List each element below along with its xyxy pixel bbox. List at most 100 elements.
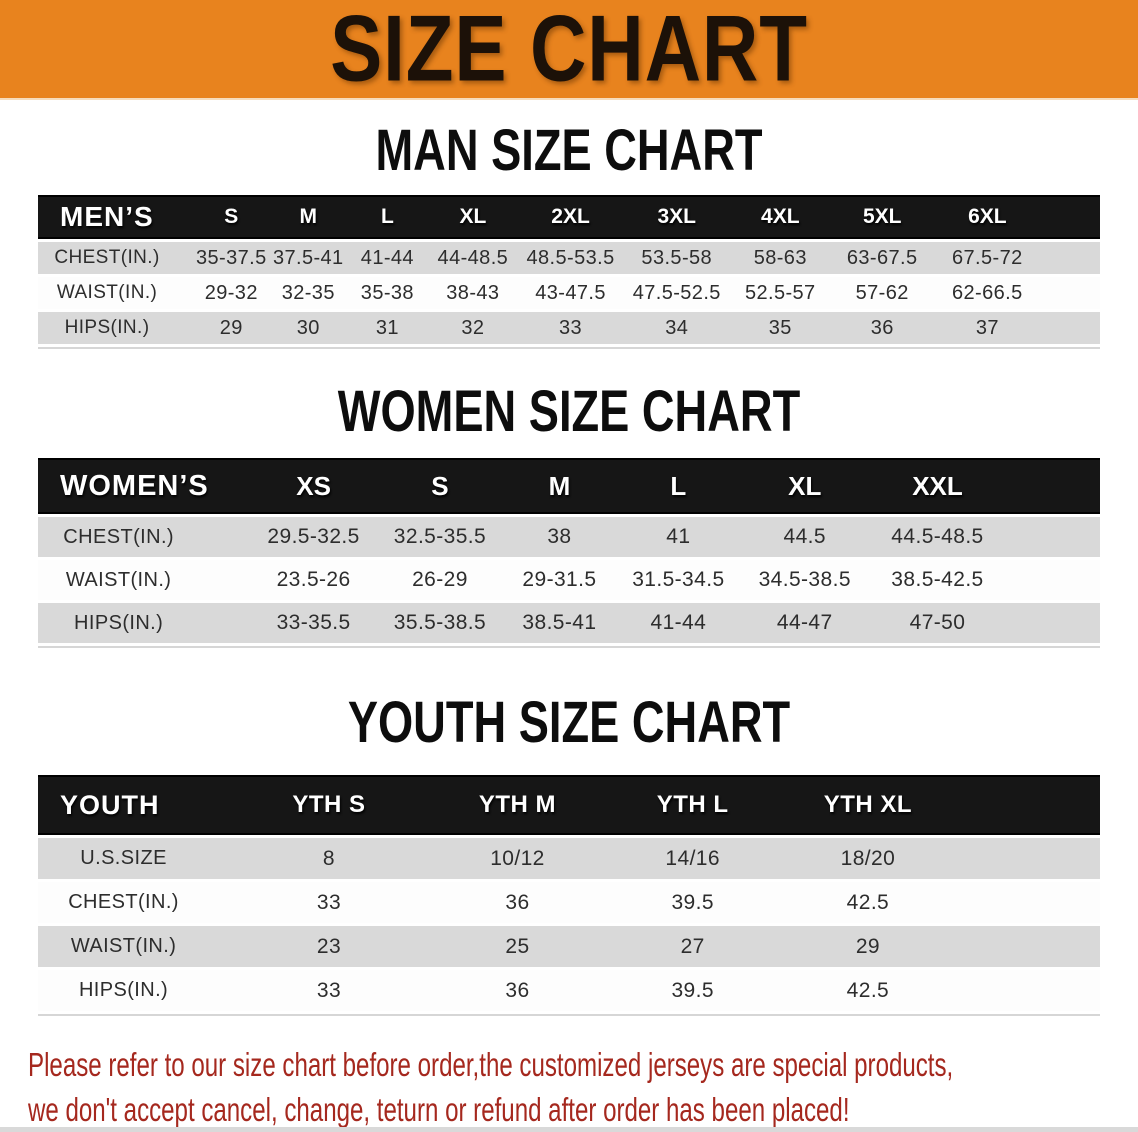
size-value-cell: 36 [830,312,935,344]
disclaimer: Please refer to our size chart before or… [0,1042,1138,1132]
spacer-cell [1004,560,1100,600]
size-value-cell: 52.5-57 [730,277,831,309]
size-value-cell: 38.5-42.5 [870,560,1005,600]
size-column-header: L [347,195,428,239]
spacer-cell [955,838,1100,879]
measurement-row: HIPS(IN.) 33 36 39.5 42.5 [38,970,1100,1011]
size-column-header: 5XL [830,195,935,239]
row-label: CHEST(IN.) [38,517,249,557]
size-value-cell: 36 [429,882,606,923]
size-value-cell: 25 [429,926,606,967]
youth-size-section: YOUTH SIZE CHART YOUTH YTH S YTH M YTH L YTH… [0,694,1138,1016]
spacer-cell [955,775,1100,835]
spacer-cell [1040,195,1100,239]
row-label: HIPS(IN.) [38,970,229,1011]
measurement-row: HIPS(IN.) 33-35.5 35.5-38.5 38.5-41 41-44 44-… [38,603,1100,643]
measurement-row: CHEST(IN.) 29.5-32.5 32.5-35.5 38 41 44.5 44.5… [38,517,1100,557]
size-value-cell: 33 [228,970,430,1011]
size-column-header: 6XL [934,195,1041,239]
size-column-header: S [378,458,502,514]
size-value-cell: 33-35.5 [248,603,379,643]
size-column-header: M [501,458,618,514]
size-value-cell: 42.5 [780,970,956,1011]
size-value-cell: 58-63 [730,242,831,274]
size-value-cell: 38 [501,517,618,557]
size-value-cell: 32 [427,312,518,344]
row-label: U.S.SIZE [38,838,229,879]
size-value-cell: 34 [623,312,731,344]
size-value-cell: 33 [228,882,430,923]
size-column-header: YTH M [429,775,606,835]
size-column-header: XS [248,458,379,514]
women-size-table: WOMEN’S XS S M L XL XXL CHEST(IN.) 29.5-32.5 32.5… [38,455,1100,646]
spacer-cell [1040,312,1100,344]
size-column-header: S [193,195,270,239]
youth-size-table-wrap: YOUTH YTH S YTH M YTH L YTH XL U.S.SIZE 8 10/12… [38,772,1100,1016]
youth-size-table: YOUTH YTH S YTH M YTH L YTH XL U.S.SIZE 8 10/12… [38,772,1100,1014]
size-column-header: XXL [870,458,1005,514]
size-column-header: YTH L [605,775,781,835]
size-value-cell: 63-67.5 [830,242,935,274]
size-header-row: MEN’S S M L XL 2XL 3XL 4XL 5XL 6XL [38,195,1100,239]
size-value-cell: 35 [730,312,831,344]
row-label: WAIST(IN.) [38,926,229,967]
size-value-cell: 47.5-52.5 [623,277,731,309]
size-value-cell: 62-66.5 [934,277,1041,309]
size-value-cell: 8 [228,838,430,879]
size-value-cell: 29.5-32.5 [248,517,379,557]
size-value-cell: 44-47 [738,603,871,643]
size-column-header: YTH S [228,775,430,835]
spacer-cell [1004,517,1100,557]
size-column-header: XL [427,195,518,239]
row-label: CHEST(IN.) [38,242,194,274]
spacer-cell [955,970,1100,1011]
size-value-cell: 41 [617,517,739,557]
row-label: WAIST(IN.) [38,277,194,309]
size-value-cell: 23 [228,926,430,967]
size-value-cell: 14/16 [605,838,781,879]
size-column-header: 4XL [730,195,831,239]
size-value-cell: 35-38 [347,277,428,309]
size-value-cell: 38-43 [427,277,518,309]
banner: SIZE CHART [0,0,1138,100]
men-size-table: MEN’S S M L XL 2XL 3XL 4XL 5XL 6XL CHEST(IN.) 35-37… [38,192,1100,347]
spacer-cell [955,882,1100,923]
spacer-cell [1004,458,1100,514]
measurement-row: WAIST(IN.) 23.5-26 26-29 29-31.5 31.5-34.5 34… [38,560,1100,600]
size-value-cell: 42.5 [780,882,956,923]
size-header-row: WOMEN’S XS S M L XL XXL [38,458,1100,514]
size-value-cell: 48.5-53.5 [518,242,624,274]
size-value-cell: 35-37.5 [193,242,270,274]
size-value-cell: 39.5 [605,882,781,923]
measurement-row: WAIST(IN.) 23 25 27 29 [38,926,1100,967]
size-value-cell: 53.5-58 [623,242,731,274]
man-size-heading: MAN SIZE CHART [375,118,763,183]
size-value-cell: 29 [193,312,270,344]
size-value-cell: 34.5-38.5 [738,560,871,600]
size-value-cell: 44.5-48.5 [870,517,1005,557]
size-value-cell: 27 [605,926,781,967]
size-column-header: 3XL [623,195,731,239]
disclaimer-line-1: Please refer to our size chart before or… [28,1046,954,1083]
women-size-section: WOMEN SIZE CHART WOMEN’S XS S M L XL XXL CHEST(… [0,383,1138,648]
table-corner-label: YOUTH [38,775,229,835]
size-value-cell: 29 [780,926,956,967]
size-value-cell: 39.5 [605,970,781,1011]
women-size-heading: WOMEN SIZE CHART [337,379,801,444]
size-value-cell: 47-50 [870,603,1005,643]
measurement-row: CHEST(IN.) 33 36 39.5 42.5 [38,882,1100,923]
size-value-cell: 37.5-41 [269,242,348,274]
row-label: WAIST(IN.) [38,560,249,600]
row-label: HIPS(IN.) [38,603,249,643]
size-header-row: YOUTH YTH S YTH M YTH L YTH XL [38,775,1100,835]
measurement-row: WAIST(IN.) 29-32 32-35 35-38 38-43 43-47.5 47.… [38,277,1100,309]
size-value-cell: 23.5-26 [248,560,379,600]
row-label: CHEST(IN.) [38,882,229,923]
banner-title: SIZE CHART [330,0,808,102]
youth-size-heading: YOUTH SIZE CHART [347,690,791,755]
size-value-cell: 10/12 [429,838,606,879]
size-column-header: XL [738,458,871,514]
size-value-cell: 31 [347,312,428,344]
spacer-cell [1040,277,1100,309]
